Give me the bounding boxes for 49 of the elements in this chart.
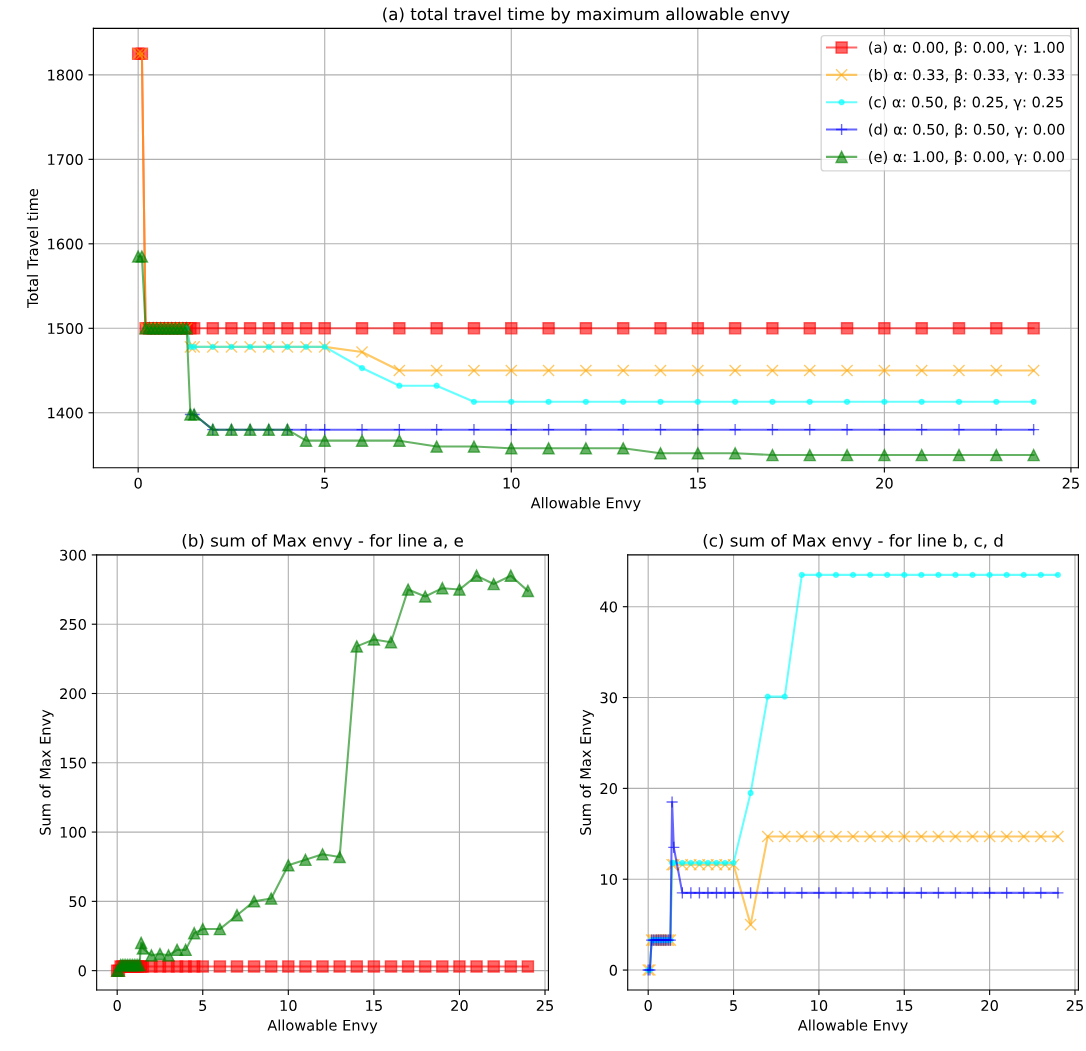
- x-tick-label: 10: [811, 1000, 828, 1012]
- y-tick-label: 1500: [48, 323, 83, 335]
- x-axis-title: Allowable Envy: [267, 1019, 378, 1034]
- y-tick-label: 1400: [48, 407, 83, 419]
- y-tick-label: 40: [600, 601, 618, 613]
- x-tick-label: 25: [536, 1000, 554, 1012]
- x-tick-label: 5: [321, 477, 329, 489]
- x-tick-label: 0: [644, 1000, 652, 1012]
- x-tick-label: 15: [896, 1000, 913, 1012]
- x-tick-label: 15: [366, 1000, 382, 1012]
- y-tick-label: 300: [60, 549, 86, 561]
- y-tick-label: 1700: [48, 154, 83, 166]
- y-tick-label: 30: [600, 692, 618, 704]
- y-tick-label: 20: [600, 783, 618, 795]
- x-axis-title: Allowable Envy: [797, 1019, 908, 1034]
- y-axis-title: Total Travel time: [26, 189, 39, 308]
- x-tick-label: 10: [280, 1000, 297, 1012]
- x-tick-label: 10: [503, 477, 520, 489]
- x-tick-label: 20: [876, 477, 893, 489]
- legend-label: (d) α: 0.50, β: 0.50, γ: 0.00: [869, 123, 1065, 138]
- chart-title: (a) total travel time by maximum allowable envy: [383, 7, 790, 24]
- y-tick-label: 1600: [48, 238, 83, 250]
- x-tick-label: 0: [113, 1000, 121, 1012]
- legend-label: (e) α: 1.00, β: 0.00, γ: 0.00: [869, 150, 1065, 166]
- y-tick-label: 0: [78, 965, 86, 977]
- x-axis-title: Allowable Envy: [530, 497, 641, 512]
- legend-label: (c) α: 0.50, β: 0.25, γ: 0.25: [869, 96, 1063, 111]
- x-tick-label: 25: [1062, 477, 1079, 489]
- x-tick-label: 20: [981, 1000, 998, 1012]
- y-tick-label: 0: [609, 964, 618, 976]
- x-tick-label: 0: [134, 477, 142, 489]
- y-axis-title: Sum of Max Envy: [39, 709, 54, 835]
- y-tick-label: 1800: [48, 69, 83, 81]
- x-tick-label: 15: [690, 477, 706, 489]
- y-tick-label: 50: [69, 896, 86, 908]
- legend-label: (b) α: 0.33, β: 0.33, γ: 0.33: [869, 68, 1065, 84]
- y-tick-label: 250: [60, 618, 86, 630]
- x-tick-label: 20: [451, 1000, 468, 1012]
- y-tick-label: 150: [60, 757, 86, 769]
- legend-label: (a) α: 0.00, β: 0.00, γ: 1.00: [869, 41, 1064, 56]
- chart-title: (c) sum of Max envy - for line b, c, d: [703, 533, 1003, 551]
- x-tick-label: 25: [1066, 1000, 1083, 1012]
- y-axis-title: Sum of Max Envy: [579, 709, 594, 835]
- y-tick-label: 200: [60, 688, 86, 700]
- x-tick-label: 5: [199, 1000, 207, 1012]
- x-tick-label: 5: [730, 1000, 737, 1012]
- y-tick-label: 100: [60, 826, 86, 838]
- y-tick-label: 10: [601, 873, 618, 885]
- chart-title: (b) sum of Max envy - for line a, e: [182, 533, 463, 551]
